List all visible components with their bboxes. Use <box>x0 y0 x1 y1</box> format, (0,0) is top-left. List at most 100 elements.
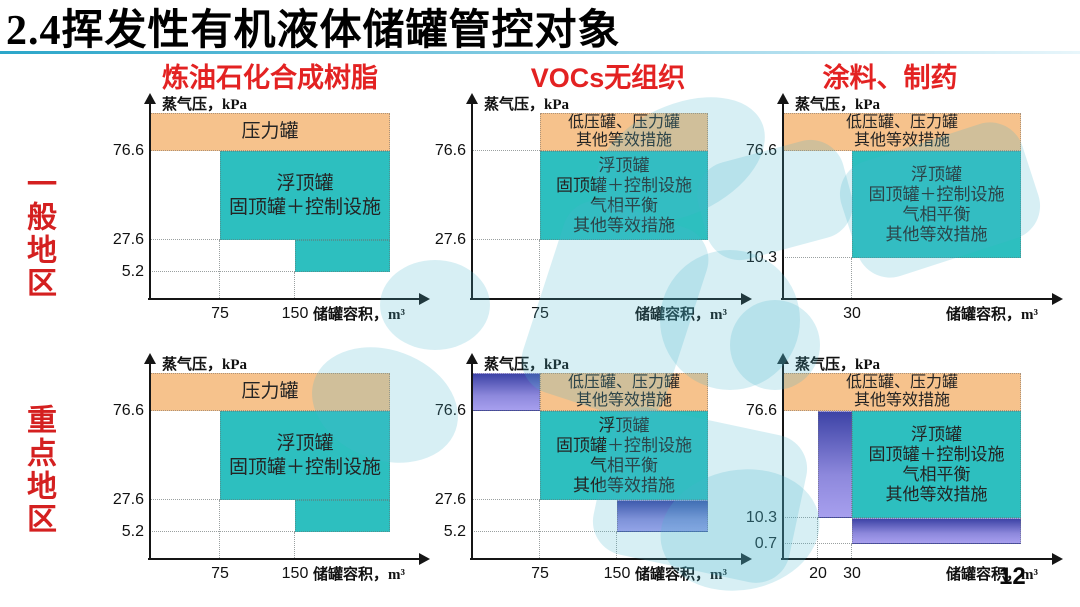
y-axis <box>782 363 784 560</box>
gridline-vertical <box>851 544 852 560</box>
y-tick-label: 10.3 <box>745 249 777 266</box>
y-axis-label: 蒸气压，kPa <box>795 357 881 373</box>
x-axis-arrow <box>419 553 430 565</box>
region-label-line: 气相平衡 <box>902 464 971 484</box>
x-tick-label: 30 <box>843 565 861 582</box>
region-strict-control-zone <box>472 373 540 411</box>
x-tick-label: 20 <box>809 565 827 582</box>
y-tick-label: 76.6 <box>112 142 144 159</box>
region-low-pressure-tank: 低压罐、压力罐 其他等效措施 <box>783 373 1021 411</box>
y-axis-arrow <box>466 93 478 104</box>
x-axis-label: 储罐容积，m³ <box>946 567 1038 583</box>
y-axis <box>471 363 473 560</box>
gridline-vertical <box>539 240 540 300</box>
y-axis <box>149 363 151 560</box>
region-label-line: 固顶罐＋控制设施 <box>228 196 381 218</box>
region-floating-roof-tank: 浮顶罐 固顶罐＋控制设施 <box>220 411 390 500</box>
region-floating-roof-tank: 浮顶罐 固顶罐＋控制设施 气相平衡 其他等效措施 <box>852 411 1021 518</box>
gridline-vertical <box>219 500 220 560</box>
y-tick-label: 10.3 <box>745 509 777 526</box>
region-strict-control-zone <box>818 411 852 518</box>
x-axis <box>148 298 420 300</box>
gridline-horizontal <box>472 239 540 240</box>
region-label-line: 低压罐、压力罐 <box>567 114 680 131</box>
region-label-line: 固顶罐＋控制设施 <box>868 444 1005 464</box>
chart-key-refinery: 压力罐 浮顶罐 固顶罐＋控制设施 蒸气压，kPa 储罐容积，m³ 76.6 27… <box>113 353 455 595</box>
region-label-line: 固顶罐＋控制设施 <box>556 175 692 195</box>
column-header-vocs-fugitive: VOCs无组织 <box>530 63 686 93</box>
gridline-vertical <box>294 272 295 300</box>
region-floating-roof-tank: 浮顶罐 固顶罐＋控制设施 <box>220 151 390 240</box>
chart-key-coating-pharma: 低压罐、压力罐 其他等效措施 浮顶罐 固顶罐＋控制设施 气相平衡 其他等效措施 … <box>746 353 1080 595</box>
y-axis-label: 蒸气压，kPa <box>162 97 248 113</box>
x-axis-arrow <box>1052 293 1063 305</box>
y-axis-arrow <box>777 93 789 104</box>
region-low-pressure-tank: 低压罐、压力罐 其他等效措施 <box>783 113 1021 151</box>
x-axis-arrow <box>419 293 430 305</box>
y-tick-label: 76.6 <box>434 142 466 159</box>
region-label-line: 低压罐、压力罐 <box>567 374 680 391</box>
region-floating-roof-tank: 浮顶罐 固顶罐＋控制设施 气相平衡 其他等效措施 <box>540 151 708 240</box>
row-header-general-area: 一般地区 <box>22 168 55 300</box>
region-label-line: 其他等效措施 <box>573 475 675 495</box>
region-strict-control-zone <box>852 518 1021 544</box>
column-header-refinery: 炼油石化合成树脂 <box>162 63 378 93</box>
region-floating-roof-tank-step <box>295 500 390 532</box>
gridline-horizontal <box>472 499 540 500</box>
title-underline <box>0 51 1080 54</box>
x-axis-arrow <box>741 553 752 565</box>
y-tick-label: 27.6 <box>112 231 144 248</box>
x-axis <box>781 298 1053 300</box>
region-floating-roof-tank: 浮顶罐 固顶罐＋控制设施 气相平衡 其他等效措施 <box>852 151 1021 258</box>
region-label-line: 浮顶罐 <box>911 164 962 184</box>
region-label-line: 其他等效措施 <box>575 132 672 149</box>
chart-key-vocs-fugitive: 低压罐、压力罐 其他等效措施 浮顶罐 固顶罐＋控制设施 气相平衡 其他等效措施 … <box>435 353 777 595</box>
region-low-pressure-tank: 低压罐、压力罐 其他等效措施 <box>540 113 708 151</box>
gridline-vertical <box>219 240 220 300</box>
x-axis <box>148 558 420 560</box>
x-tick-label: 150 <box>281 565 309 582</box>
chart-general-coating-pharma: 低压罐、压力罐 其他等效措施 浮顶罐 固顶罐＋控制设施 气相平衡 其他等效措施 … <box>746 93 1080 335</box>
region-label-line: 浮顶罐 <box>276 172 334 194</box>
gridline-horizontal <box>783 257 852 258</box>
gridline-vertical <box>851 258 852 300</box>
page-title: 2.4挥发性有机液体储罐管控对象 <box>6 8 621 54</box>
y-tick-label: 76.6 <box>745 402 777 419</box>
y-axis-label: 蒸气压，kPa <box>795 97 881 113</box>
y-axis-arrow <box>777 353 789 364</box>
column-header-coating-pharma: 涂料、制药 <box>822 63 958 93</box>
region-label-line: 低压罐、压力罐 <box>845 114 958 131</box>
region-label-line: 其他等效措施 <box>575 392 672 409</box>
x-axis-label: 储罐容积，m³ <box>313 567 405 583</box>
gridline-horizontal <box>150 499 220 500</box>
y-axis-arrow <box>466 353 478 364</box>
y-tick-label: 27.6 <box>434 231 466 248</box>
region-pressure-tank: 压力罐 <box>150 113 390 151</box>
gridline-vertical <box>294 532 295 560</box>
page-number: 12 <box>999 563 1026 590</box>
y-tick-label: 76.6 <box>434 402 466 419</box>
region-pressure-tank: 压力罐 <box>150 373 390 411</box>
x-tick-label: 150 <box>281 305 309 322</box>
y-tick-label: 5.2 <box>121 523 144 540</box>
gridline-horizontal <box>783 517 818 518</box>
region-label-line: 其他等效措施 <box>853 132 950 149</box>
y-tick-label: 5.2 <box>121 263 144 280</box>
y-tick-label: 76.6 <box>745 142 777 159</box>
region-label-line: 其他等效措施 <box>885 224 988 244</box>
x-tick-label: 75 <box>211 565 229 582</box>
y-axis-label: 蒸气压，kPa <box>484 357 570 373</box>
y-axis-arrow <box>144 353 156 364</box>
gridline-horizontal <box>150 531 295 532</box>
x-axis-label: 储罐容积，m³ <box>313 307 405 323</box>
region-label-line: 其他等效措施 <box>573 215 675 235</box>
x-tick-label: 75 <box>211 305 229 322</box>
region-label-line: 浮顶罐 <box>598 415 650 435</box>
x-tick-label: 30 <box>843 305 861 322</box>
region-label-line: 压力罐 <box>241 121 299 142</box>
region-label-line: 低压罐、压力罐 <box>845 374 958 391</box>
region-low-pressure-tank: 低压罐、压力罐 其他等效措施 <box>540 373 708 411</box>
region-label-line: 气相平衡 <box>590 455 658 475</box>
region-label-line: 气相平衡 <box>902 204 971 224</box>
